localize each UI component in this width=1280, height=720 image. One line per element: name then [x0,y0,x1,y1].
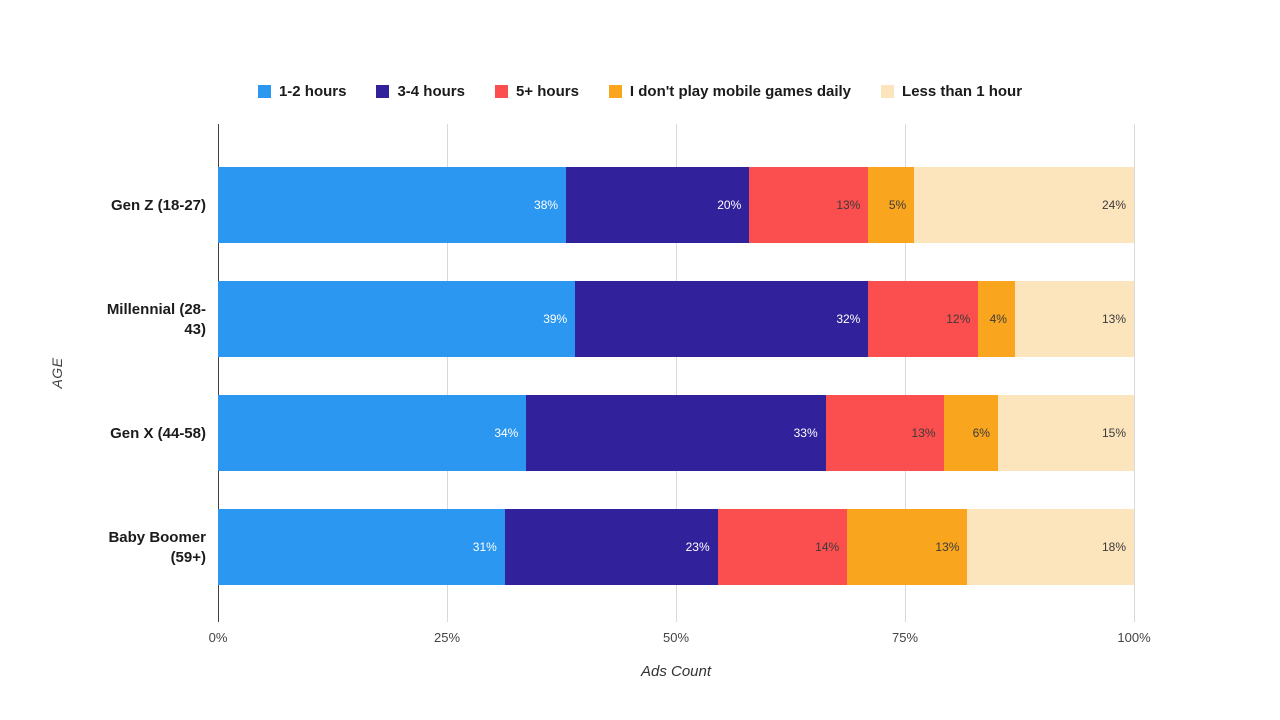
bar-row: 31% 23% 14% 13% 18% [218,509,1134,585]
bar-value-label: 15% [1101,426,1127,440]
x-axis-title: Ads Count [640,663,712,680]
bar-segment: 4% [978,281,1015,357]
bar-value-label: 33% [793,426,818,440]
bar-value-label: 39% [543,312,568,326]
bar-segment: 5% [868,167,915,243]
x-tick-label: 75% [891,630,919,645]
legend-swatch-icon [257,85,271,98]
bar-value-label: 5% [888,198,907,212]
legend-item: Less than 1 hour [881,83,1022,100]
gridline [1133,124,1135,622]
bar-value-label: 23% [685,540,710,554]
bar-segment: 13% [1014,281,1134,357]
bar-segment: 31% [218,509,505,585]
bar-row: 39% 32% 12% 4% 13% [218,281,1134,357]
bar-segment: 33% [526,395,826,471]
bar-value-label: 12% [946,312,971,326]
x-tick-label: 25% [433,630,461,645]
legend-label: 5+ hours [515,83,579,100]
bar-segment: 38% [218,167,567,243]
legend-swatch-icon [881,85,895,98]
bar-value-label: 20% [717,198,742,212]
legend-item: 3-4 hours [376,83,465,100]
legend-item: 1-2 hours [257,83,347,100]
gridline [675,124,677,622]
y-axis-line [217,124,219,622]
bar-value-label: 14% [815,540,840,554]
bar-segment: 18% [967,509,1134,585]
plot-area: 38% 20% 13% 5% 24% 39% 32% 12% 4% 13% 34% 33% 13% 6% 1… [217,124,1135,622]
category-label: Millennial (28- 43) [106,300,206,338]
x-tick-label: 100% [1117,630,1151,645]
legend-item: 5+ hours [494,83,579,100]
bar-value-label: 13% [1101,312,1126,326]
bar-segment: 39% [218,281,576,357]
bar-row: 38% 20% 13% 5% 24% [218,167,1134,243]
legend-swatch-icon [494,85,508,98]
x-tick-label: 0% [208,630,228,645]
gridline [904,124,906,622]
bar-segment: 13% [825,395,944,471]
bar-value-label: 4% [989,312,1007,326]
bar-value-label: 13% [836,198,861,212]
bar-value-label: 13% [911,426,936,440]
bar-segment: 23% [504,509,718,585]
bar-segment: 13% [847,509,968,585]
category-label: Gen X (44-58) [110,424,206,442]
chart-legend: 1-2 hours 3-4 hours 5+ hours I don't play m… [0,83,1280,100]
bar-segment: 6% [943,395,998,471]
bar-value-label: 13% [935,540,960,554]
bar-segment: 12% [868,281,979,357]
bar-segment: 20% [566,167,750,243]
bar-value-label: 18% [1101,540,1126,554]
bar-segment: 24% [914,167,1134,243]
legend-label: I don't play mobile games daily [629,83,852,100]
bar-segment: 13% [749,167,869,243]
gridline [446,124,448,622]
bar-value-label: 32% [836,312,861,326]
y-axis-title: AGE [49,357,65,389]
bar-value-label: 34% [494,426,519,440]
x-tick-label: 50% [662,630,690,645]
category-label: Baby Boomer (59+) [108,528,206,566]
bar-segment: 32% [575,281,869,357]
legend-label: 3-4 hours [397,83,465,100]
bar-value-label: 31% [472,540,497,554]
bar-row: 34% 33% 13% 6% 15% [218,395,1135,471]
bar-segment: 15% [997,395,1135,471]
bar-segment: 14% [717,509,848,585]
bar-value-label: 38% [534,198,559,212]
legend-swatch-icon [376,85,390,98]
legend-label: 1-2 hours [278,83,347,100]
legend-swatch-icon [608,85,622,98]
bar-value-label: 24% [1101,198,1126,212]
bar-segment: 34% [218,395,527,471]
bar-value-label: 6% [972,426,990,440]
legend-label: Less than 1 hour [902,83,1023,100]
legend-item: I don't play mobile games daily [608,83,852,100]
category-label: Gen Z (18-27) [110,196,206,214]
